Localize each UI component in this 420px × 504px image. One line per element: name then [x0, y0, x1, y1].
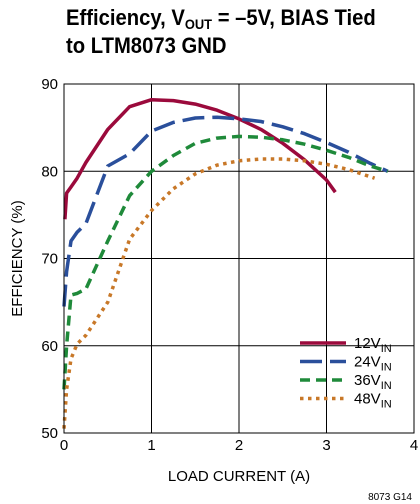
chart-title-line2: to LTM8073 GND [66, 33, 227, 58]
legend-label-subscript: IN [381, 380, 392, 392]
figure-id: 8073 G14 [368, 492, 412, 503]
title-main: Efficiency, V [66, 5, 185, 30]
y-tick-label: 70 [41, 251, 58, 268]
tick-labels: 0 1 2 3 4 50 60 70 80 90 [41, 76, 418, 454]
title-rest: = –5V, BIAS Tied [212, 5, 376, 30]
legend-label-36v: 36VIN [354, 372, 392, 392]
legend-label-subscript: IN [381, 362, 392, 374]
y-tick-label: 60 [41, 338, 58, 355]
x-tick-label: 2 [235, 437, 243, 454]
plot-frame [63, 83, 415, 434]
chart-title: Efficiency, VOUT = –5V, BIAS Tied to LTM… [66, 4, 379, 60]
y-tick-label: 80 [41, 163, 58, 180]
series-line-48v [62, 157, 376, 429]
y-tick-label: 50 [41, 425, 58, 442]
x-tick-label: 1 [147, 437, 155, 454]
x-axis-label: LOAD CURRENT (A) [168, 468, 310, 485]
legend-label-12v: 12VIN [354, 335, 392, 355]
series-line-24v [62, 115, 389, 307]
series-layer [62, 97, 389, 429]
x-tick-label: 4 [410, 437, 418, 454]
legend-label-24v: 24VIN [354, 354, 392, 374]
legend-label-subscript: IN [381, 399, 392, 411]
title-subscript: OUT [184, 16, 213, 32]
x-tick-label: 0 [60, 437, 68, 454]
x-tick-label: 3 [322, 437, 330, 454]
y-tick-label: 90 [41, 76, 58, 93]
series-line-12v [63, 97, 337, 220]
series-line-36v [62, 134, 389, 390]
legend-label-48v: 48VIN [354, 391, 392, 411]
y-axis-label: EFFICIENCY (%) [9, 200, 26, 316]
legend-label-subscript: IN [381, 343, 392, 355]
chart-title-line1: Efficiency, VOUT = –5V, BIAS Tied [66, 4, 379, 32]
